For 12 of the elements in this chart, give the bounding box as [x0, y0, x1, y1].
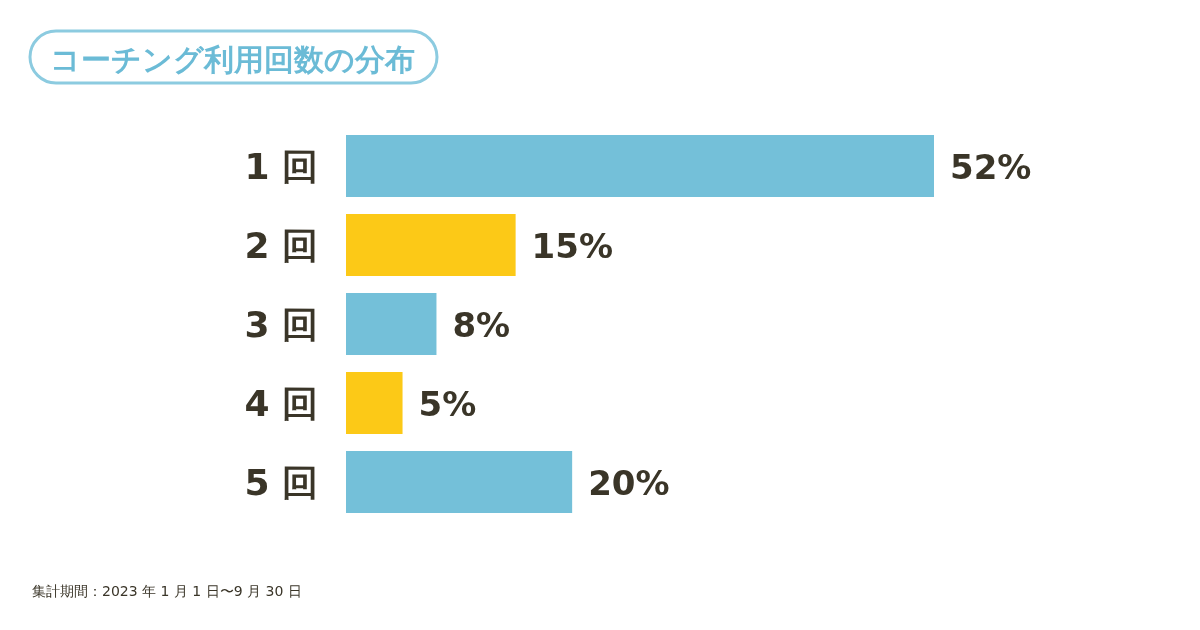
y-tick-label: 5 回 — [244, 462, 318, 503]
text: 集計期間：2023 年 1 月 1 日〜9 月 30 日 — [32, 583, 302, 599]
data-label: 20% — [588, 463, 670, 503]
data-label: 8% — [452, 305, 511, 345]
title: コーチング利用回数の分布 — [50, 42, 415, 77]
y-tick-label: 2 回 — [244, 225, 318, 266]
data-label: 5% — [418, 384, 477, 424]
data-label: 15% — [531, 226, 614, 266]
y-tick-label: 4 回 — [244, 383, 318, 424]
data-label: 52% — [950, 147, 1032, 187]
y-tick-label: 1 回 — [244, 146, 318, 187]
y-tick-label: 3 回 — [244, 304, 318, 345]
